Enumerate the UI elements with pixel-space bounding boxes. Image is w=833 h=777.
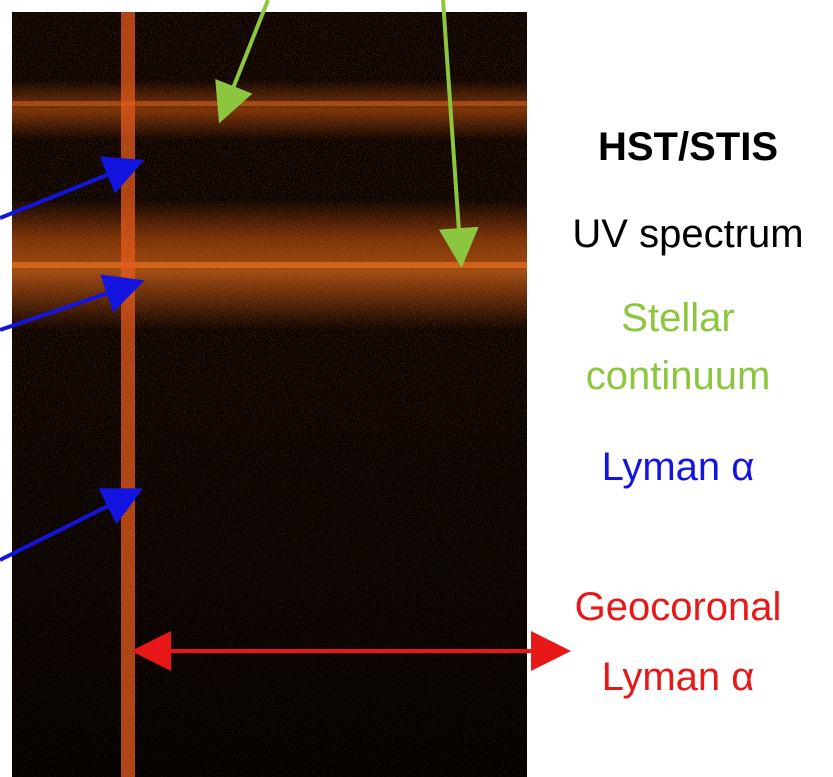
spectrum-label: UV spectrum	[572, 212, 803, 256]
instrument-label: HST/STIS	[598, 125, 778, 169]
lyman-label: Lyman α	[602, 445, 755, 489]
stellar-label: continuum	[586, 354, 771, 398]
geocoronal-label: Geocoronal	[575, 585, 782, 629]
geocoronal-label: Lyman α	[602, 655, 755, 699]
figure: HST/STIS UV spectrum Stellar continuum L…	[0, 0, 833, 777]
stellar-label: Stellar	[621, 296, 734, 340]
spectrum-image	[12, 12, 527, 777]
page: HST/STIS UV spectrum Stellar continuum L…	[0, 0, 833, 777]
